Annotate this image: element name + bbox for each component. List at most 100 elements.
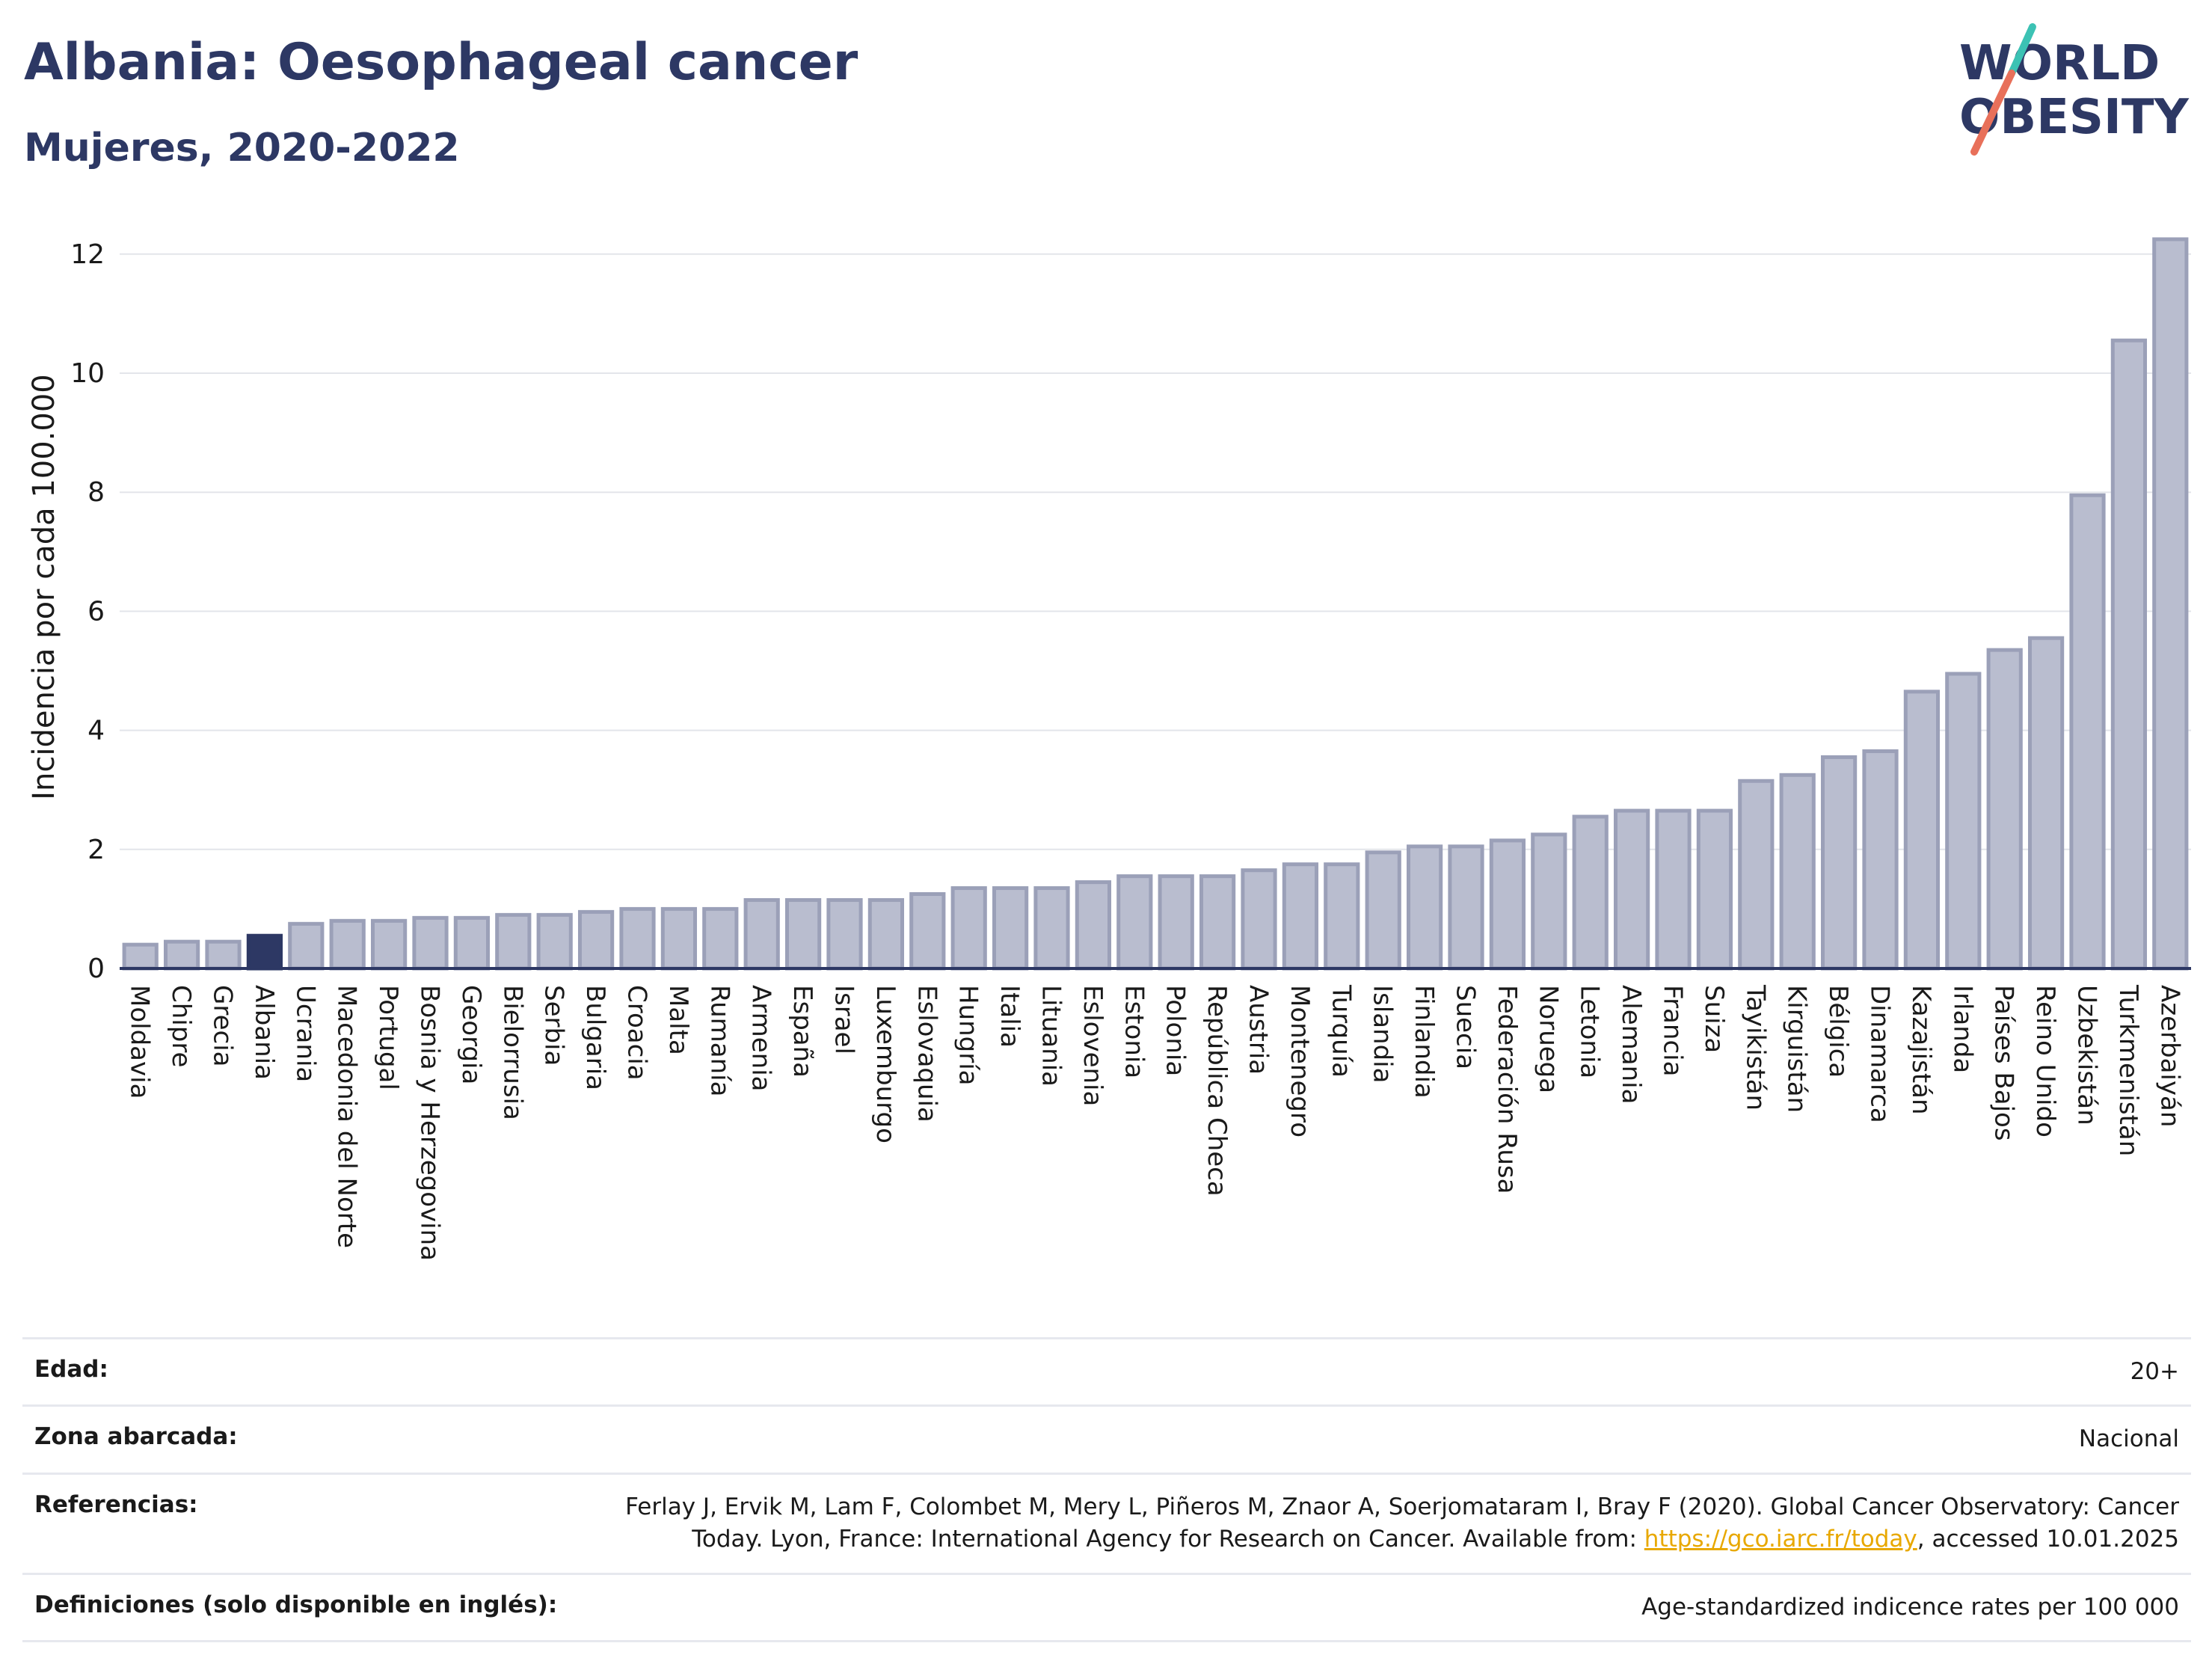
bar-lituania (1033, 886, 1070, 971)
references-label: Referencias: (34, 1490, 198, 1518)
bar-estonia (1116, 874, 1153, 971)
definitions-label: Definiciones (solo disponible en inglés)… (34, 1591, 558, 1618)
x-tick-label: Islandia (1368, 985, 1398, 1083)
bar-armenia (743, 897, 780, 971)
x-tick-label: Dinamarca (1865, 985, 1895, 1123)
info-table: Edad: 20+ Zona abarcada: Nacional Refere… (22, 1337, 2191, 1642)
bar-kirguistán (1779, 773, 1816, 971)
bar-reino-unido (2027, 636, 2065, 971)
chart-subtitle: Mujeres, 2020-2022 (24, 126, 460, 171)
bar-chipre (163, 939, 200, 971)
x-tick-label: Armenia (746, 985, 776, 1092)
bar-grecia (205, 939, 242, 971)
x-tick-label: Suecia (1451, 985, 1481, 1069)
bar-bosnia-y-herzegovina (412, 915, 449, 971)
bar-croacia (619, 906, 656, 971)
x-tick-label: Georgia (456, 985, 486, 1084)
bar-finlandia (1406, 844, 1443, 971)
x-tick-label: Macedonia del Norte (332, 985, 362, 1248)
x-tick-label: Bielorrusia (497, 985, 527, 1120)
bar-bulgaria (577, 909, 615, 971)
bar-israel (826, 897, 863, 971)
bar-república-checa (1199, 874, 1236, 971)
y-tick-label: 12 (70, 239, 105, 270)
x-tick-label: Letonia (1575, 985, 1605, 1078)
x-tick-label: Italia (995, 985, 1024, 1048)
chart-title: Albania: Oesophageal cancer (24, 33, 858, 92)
x-tick-label: Montenegro (1285, 985, 1315, 1137)
references-text-3: , accessed 10.01.2025 (1917, 1526, 2179, 1553)
bar-españa (784, 897, 822, 971)
x-tick-label: Eslovenia (1078, 985, 1107, 1106)
references-text-1: Ferlay J, Ervik M, Lam F, Colombet M, Me… (625, 1493, 2179, 1520)
y-tick-label: 4 (87, 716, 105, 746)
bar-uzbekistán (2069, 493, 2106, 971)
bar-hungría (950, 886, 987, 971)
bar-chart: 0 2 4 6 8 10 12 Moldavia Chipre Grecia Albania Ucr… (27, 237, 2191, 1261)
x-tick-label: Países Bajos (1989, 985, 2019, 1141)
bar-polonia (1158, 874, 1194, 971)
bar-dinamarca (1862, 749, 1899, 971)
x-tick-label: Bosnia y Herzegovina (415, 985, 445, 1261)
x-tick-label: Federación Rusa (1492, 985, 1522, 1194)
definitions-value: Age-standardized indicence rates per 100… (1641, 1593, 2179, 1621)
bar-kazajistán (1903, 690, 1941, 971)
info-row-definitions: Definiciones (solo disponible en inglés)… (22, 1572, 2191, 1642)
x-tick-label: Croacia (622, 985, 652, 1081)
x-tick-label: Estonia (1119, 985, 1149, 1078)
bar-turkmenistán (2110, 338, 2148, 971)
x-tick-label: Israel (829, 985, 859, 1054)
x-tick-label: Turquía (1326, 984, 1356, 1078)
bar-malta (660, 906, 698, 971)
bar-federación-rusa (1489, 838, 1526, 971)
world-obesity-logo: WORLD OBESITY (1959, 23, 2189, 156)
x-tick-label: Serbia (539, 985, 569, 1066)
x-tick-label: Albania (249, 985, 279, 1080)
x-tick-label: Suiza (1699, 985, 1729, 1053)
bar-rumanía (702, 906, 739, 971)
x-tick-label: Kazajistán (1906, 985, 1936, 1115)
age-value: 20+ (2130, 1358, 2179, 1385)
x-tick-label: Eslovaquia (912, 985, 941, 1123)
y-tick-label: 8 (87, 477, 105, 508)
bar-países-bajos (1986, 648, 2023, 971)
references-link[interactable]: https://gco.iarc.fr/today (1644, 1526, 1917, 1553)
x-tick-label: Kirguistán (1782, 985, 1812, 1113)
x-tick-label: Alemania (1616, 985, 1646, 1104)
x-tick-label: Reino Unido (2030, 985, 2060, 1137)
area-value: Nacional (2078, 1425, 2179, 1453)
x-tick-label: Polonia (1161, 985, 1191, 1076)
bar-luxemburgo (867, 897, 905, 971)
y-tick-label: 0 (87, 954, 105, 984)
bar-moldavia (122, 942, 159, 971)
area-label: Zona abarcada: (34, 1423, 238, 1451)
references-text-2: Today. Lyon, France: International Agenc… (692, 1526, 1644, 1553)
age-label: Edad: (34, 1356, 108, 1383)
x-tick-label: Portugal (373, 985, 403, 1090)
x-tick-label: Austria (1244, 985, 1274, 1075)
x-tick-label: Azerbaiyán (2154, 985, 2184, 1127)
x-tick-label: Uzbekistán (2072, 985, 2102, 1126)
y-axis-title: Incidencia por cada 100.000 (27, 374, 61, 800)
y-tick-label: 2 (87, 835, 105, 865)
bar-letonia (1572, 814, 1609, 971)
x-tick-label: Hungría (953, 985, 983, 1086)
bar-eslovaquia (909, 892, 946, 971)
x-axis-labels: Moldavia Chipre Grecia Albania Ucrania Macedo… (125, 984, 2185, 1261)
x-tick-label: Rumanía (704, 985, 734, 1096)
bar-ucrania (288, 921, 325, 971)
bar-irlanda (1945, 672, 1982, 971)
x-tick-label: Malta (663, 985, 693, 1055)
bar-italia (992, 886, 1029, 971)
x-tick-label: Bulgaria (580, 985, 610, 1090)
bar-tayikistán (1738, 779, 1775, 971)
x-tick-label: Finlandia (1409, 985, 1439, 1099)
info-row-area: Zona abarcada: Nacional (22, 1404, 2191, 1472)
x-tick-label: Moldavia (125, 985, 155, 1099)
bar-turquía (1324, 862, 1360, 971)
bar-francia (1655, 808, 1692, 971)
bar-austria (1241, 868, 1277, 971)
references-value: Ferlay J, Ervik M, Lam F, Colombet M, Me… (625, 1491, 2179, 1556)
bars (122, 237, 2189, 971)
x-tick-label: Irlanda (1947, 985, 1977, 1073)
